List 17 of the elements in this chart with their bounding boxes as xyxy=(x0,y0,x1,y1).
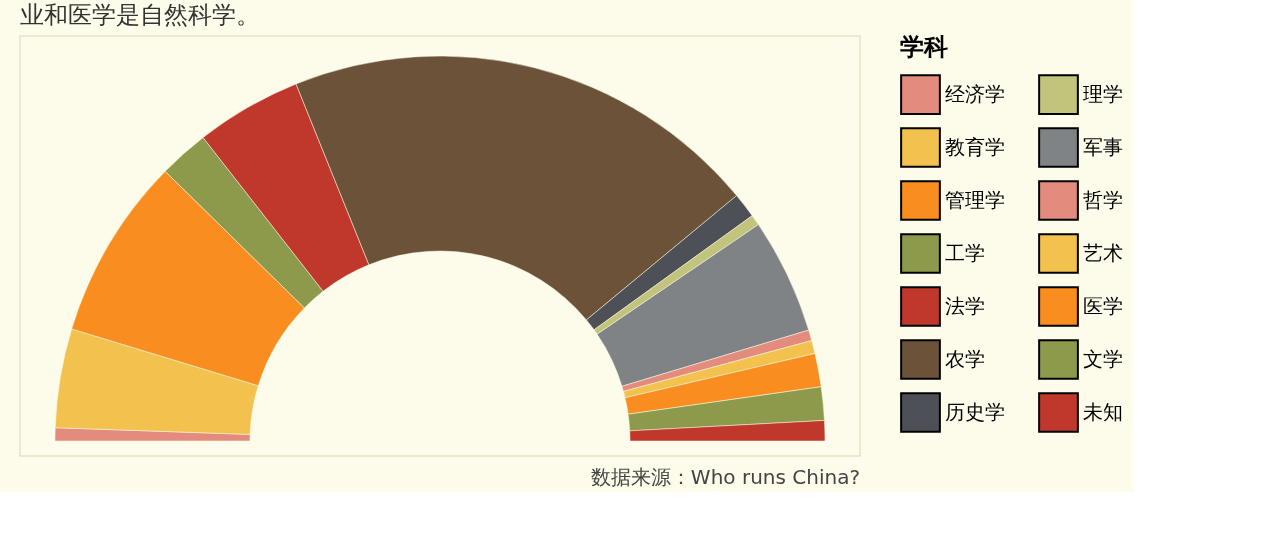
legend-title: 学科 xyxy=(900,33,948,61)
legend-label: 教育学 xyxy=(945,134,1005,159)
legend-label: 理学 xyxy=(1083,81,1123,106)
legend-label: 医学 xyxy=(1083,293,1123,318)
legend-label: 法学 xyxy=(945,293,985,318)
legend-label: 管理学 xyxy=(945,187,1005,212)
legend-label: 经济学 xyxy=(945,81,1005,106)
legend-label: 农学 xyxy=(945,346,985,371)
chart-title: 业和医学是自然科学。 xyxy=(20,1,260,29)
legend-label: 军事 xyxy=(1083,134,1123,159)
legend-label: 哲学 xyxy=(1083,187,1123,212)
legend-label: 未知 xyxy=(1083,399,1123,424)
legend-label: 工学 xyxy=(945,240,985,265)
legend-label: 历史学 xyxy=(945,399,1005,424)
source-note: 数据来源：Who runs China? xyxy=(590,465,860,489)
legend-label: 艺术 xyxy=(1083,240,1123,265)
legend-label: 文学 xyxy=(1083,346,1123,371)
